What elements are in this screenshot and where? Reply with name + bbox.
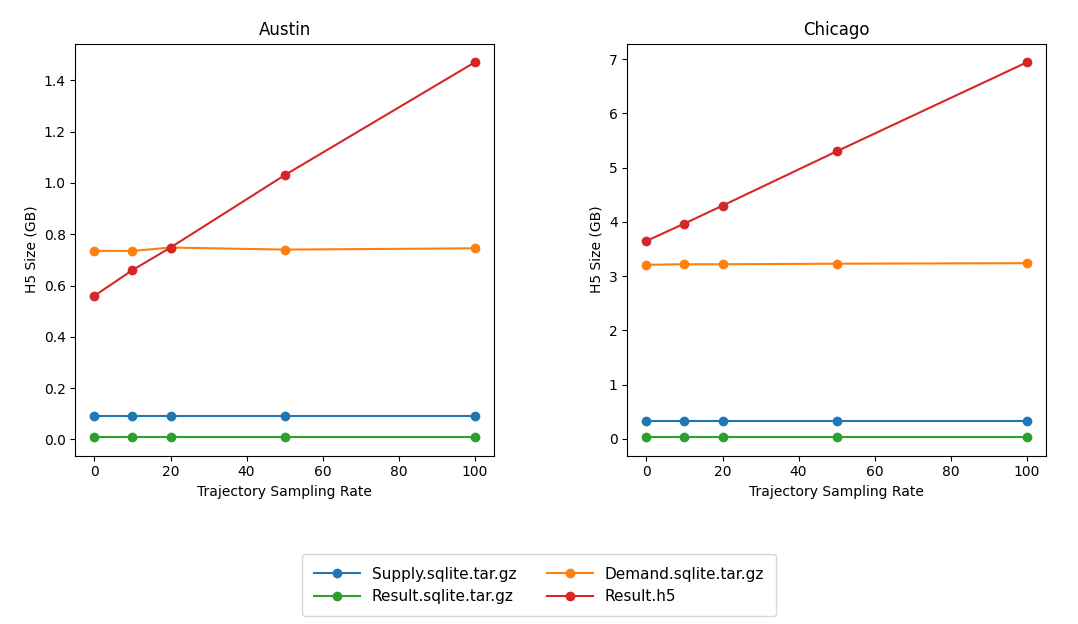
Result.sqlite.tar.gz bbox=[716, 433, 729, 441]
Result.sqlite.tar.gz bbox=[126, 433, 139, 441]
Demand.sqlite.tar.gz bbox=[640, 261, 653, 268]
X-axis label: Trajectory Sampling Rate: Trajectory Sampling Rate bbox=[197, 485, 372, 499]
Legend: Supply.sqlite.tar.gz, Result.sqlite.tar.gz, Demand.sqlite.tar.gz, Result.h5: Supply.sqlite.tar.gz, Result.sqlite.tar.… bbox=[302, 554, 776, 617]
Title: Chicago: Chicago bbox=[803, 21, 870, 39]
Line: Result.h5: Result.h5 bbox=[642, 58, 1031, 245]
Supply.sqlite.tar.gz bbox=[468, 412, 481, 420]
Demand.sqlite.tar.gz bbox=[1020, 260, 1033, 267]
Result.sqlite.tar.gz bbox=[678, 433, 691, 441]
Line: Supply.sqlite.tar.gz: Supply.sqlite.tar.gz bbox=[642, 416, 1031, 425]
Supply.sqlite.tar.gz bbox=[88, 412, 101, 420]
Supply.sqlite.tar.gz bbox=[678, 417, 691, 424]
Supply.sqlite.tar.gz bbox=[640, 417, 653, 424]
Title: Austin: Austin bbox=[259, 21, 310, 39]
Result.sqlite.tar.gz bbox=[640, 433, 653, 441]
Result.sqlite.tar.gz bbox=[1020, 433, 1033, 441]
Demand.sqlite.tar.gz bbox=[164, 244, 177, 251]
X-axis label: Trajectory Sampling Rate: Trajectory Sampling Rate bbox=[749, 485, 924, 499]
Demand.sqlite.tar.gz bbox=[716, 260, 729, 268]
Supply.sqlite.tar.gz bbox=[126, 412, 139, 420]
Result.sqlite.tar.gz bbox=[468, 433, 481, 441]
Result.h5 bbox=[1020, 59, 1033, 66]
Supply.sqlite.tar.gz bbox=[716, 417, 729, 424]
Result.sqlite.tar.gz bbox=[88, 433, 101, 441]
Result.h5 bbox=[278, 172, 291, 179]
Line: Supply.sqlite.tar.gz: Supply.sqlite.tar.gz bbox=[91, 412, 479, 421]
Result.h5 bbox=[126, 266, 139, 274]
Supply.sqlite.tar.gz bbox=[278, 412, 291, 420]
Result.h5 bbox=[164, 244, 177, 251]
Line: Demand.sqlite.tar.gz: Demand.sqlite.tar.gz bbox=[91, 243, 479, 255]
Demand.sqlite.tar.gz bbox=[468, 245, 481, 252]
Line: Demand.sqlite.tar.gz: Demand.sqlite.tar.gz bbox=[642, 259, 1031, 269]
Result.h5 bbox=[716, 202, 729, 210]
Result.h5 bbox=[678, 220, 691, 227]
Result.h5 bbox=[640, 237, 653, 245]
Result.h5 bbox=[88, 292, 101, 300]
Demand.sqlite.tar.gz bbox=[88, 247, 101, 255]
Supply.sqlite.tar.gz bbox=[164, 412, 177, 420]
Line: Result.h5: Result.h5 bbox=[91, 58, 479, 300]
Line: Result.sqlite.tar.gz: Result.sqlite.tar.gz bbox=[91, 432, 479, 441]
Demand.sqlite.tar.gz bbox=[278, 246, 291, 253]
Demand.sqlite.tar.gz bbox=[678, 260, 691, 268]
Demand.sqlite.tar.gz bbox=[126, 247, 139, 255]
Result.h5 bbox=[830, 148, 843, 155]
Result.sqlite.tar.gz bbox=[830, 433, 843, 441]
Y-axis label: H5 Size (GB): H5 Size (GB) bbox=[24, 206, 38, 293]
Demand.sqlite.tar.gz bbox=[830, 260, 843, 268]
Supply.sqlite.tar.gz bbox=[1020, 417, 1033, 424]
Line: Result.sqlite.tar.gz: Result.sqlite.tar.gz bbox=[642, 432, 1031, 441]
Y-axis label: H5 Size (GB): H5 Size (GB) bbox=[590, 206, 604, 293]
Result.sqlite.tar.gz bbox=[164, 433, 177, 441]
Result.h5 bbox=[468, 59, 481, 66]
Supply.sqlite.tar.gz bbox=[830, 417, 843, 424]
Result.sqlite.tar.gz bbox=[278, 433, 291, 441]
